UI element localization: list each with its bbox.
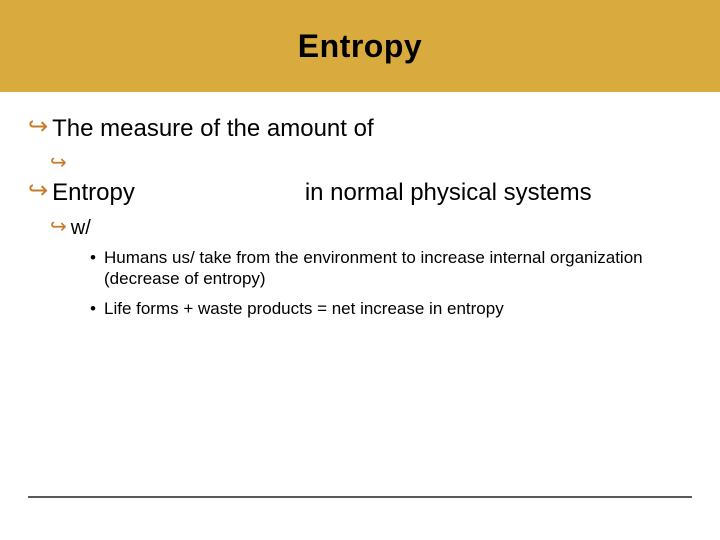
- slide: Entropy ↪ The measure of the amount of ↪…: [0, 0, 720, 540]
- arrow-icon: ↪: [28, 114, 48, 140]
- arrow-icon: ↪: [28, 178, 48, 204]
- bullet-4-text: w/: [71, 216, 91, 241]
- slide-title: Entropy: [298, 28, 422, 65]
- bullet-3-right: in normal physical systems: [305, 178, 592, 208]
- title-bar: Entropy: [0, 0, 720, 92]
- sub-bullet-2: Life forms + waste products = net increa…: [90, 298, 692, 319]
- bullet-1: ↪ The measure of the amount of: [28, 114, 692, 144]
- bullet-4: ↪ w/: [50, 216, 692, 241]
- bullet-2: ↪: [50, 152, 692, 174]
- footer-rule: [28, 496, 692, 498]
- bullet-3-left: Entropy: [52, 178, 135, 208]
- sub-bullet-1: Humans us/ take from the environment to …: [90, 247, 692, 290]
- sub-bullet-list: Humans us/ take from the environment to …: [90, 247, 692, 319]
- content-area: ↪ The measure of the amount of ↪ ↪ Entro…: [0, 92, 720, 319]
- bullet-1-text: The measure of the amount of: [52, 114, 374, 144]
- arrow-icon: ↪: [50, 152, 67, 174]
- bullet-3: ↪ Entropy in normal physical systems: [28, 178, 692, 208]
- arrow-icon: ↪: [50, 216, 67, 238]
